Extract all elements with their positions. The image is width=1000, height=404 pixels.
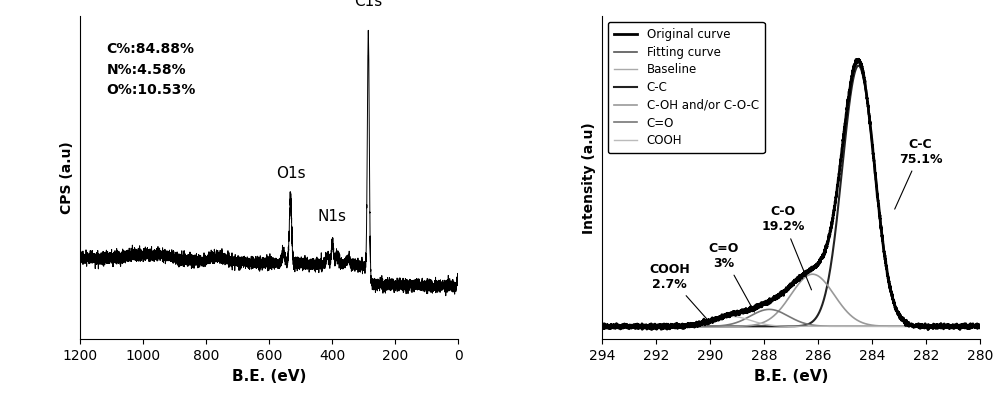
Fitting curve [974, 324, 986, 329]
C-O [908, 324, 920, 329]
Original curve [931, 324, 943, 329]
Baseline [931, 324, 943, 329]
COOH [974, 324, 986, 329]
C=O [931, 324, 943, 329]
C-C [852, 63, 864, 68]
COOH [725, 314, 737, 319]
COOH [908, 324, 920, 329]
Text: C%:84.88%
N%:4.58%
O%:10.53%: C%:84.88% N%:4.58% O%:10.53% [106, 42, 196, 97]
C=O [763, 307, 775, 312]
C-O [974, 324, 986, 329]
Y-axis label: CPS (a.u): CPS (a.u) [60, 141, 74, 214]
Fitting curve [829, 203, 841, 208]
COOH [644, 324, 656, 329]
C-C [812, 311, 824, 316]
Text: N1s: N1s [318, 209, 347, 225]
C-O [603, 324, 615, 329]
Fitting curve [812, 261, 824, 265]
X-axis label: B.E. (eV): B.E. (eV) [754, 368, 828, 384]
C-O [931, 324, 943, 329]
C-O [596, 324, 608, 329]
C=O [813, 323, 825, 328]
Original curve [644, 323, 656, 328]
C-C [829, 234, 841, 238]
C=O [908, 324, 920, 329]
Original curve [922, 327, 934, 332]
C-C [644, 324, 656, 329]
Baseline [813, 324, 825, 329]
Original curve [812, 260, 824, 265]
Line: Fitting curve: Fitting curve [602, 60, 980, 326]
C=O [603, 324, 615, 329]
C-O [829, 294, 841, 299]
C=O [644, 324, 656, 329]
Baseline [974, 324, 986, 329]
Text: COOH
2.7%: COOH 2.7% [649, 263, 708, 320]
COOH [931, 324, 943, 329]
C=O [974, 324, 986, 329]
COOH [829, 324, 841, 329]
Original curve [908, 323, 920, 328]
C-C [603, 324, 615, 329]
COOH [603, 324, 615, 329]
Baseline [644, 324, 656, 329]
Line: C-O: C-O [602, 274, 980, 326]
Text: C=O
3%: C=O 3% [708, 242, 754, 312]
Original curve [829, 204, 841, 209]
C-O [813, 274, 825, 279]
Line: Original curve: Original curve [602, 59, 980, 330]
Fitting curve [852, 58, 864, 63]
COOH [596, 324, 608, 329]
Line: C=O: C=O [602, 309, 980, 326]
Fitting curve [931, 324, 943, 329]
Fitting curve [603, 324, 615, 329]
Y-axis label: Intensity (a.u): Intensity (a.u) [582, 122, 596, 234]
Baseline [603, 324, 615, 329]
C-C [974, 324, 986, 329]
Fitting curve [908, 323, 920, 328]
Fitting curve [596, 324, 608, 329]
C-C [931, 324, 943, 329]
Fitting curve [644, 324, 656, 329]
Text: O1s: O1s [276, 166, 305, 181]
Line: COOH: COOH [602, 316, 980, 326]
C-O [613, 324, 625, 329]
C-C [705, 324, 717, 329]
Original curve [596, 322, 608, 327]
X-axis label: B.E. (eV): B.E. (eV) [232, 368, 306, 384]
C-O [644, 324, 656, 329]
Original curve [603, 324, 615, 329]
C=O [829, 324, 841, 329]
Original curve [974, 322, 986, 327]
C-O [807, 272, 819, 277]
Text: C1s: C1s [354, 0, 382, 9]
Baseline [596, 324, 608, 329]
Baseline [829, 324, 841, 329]
Baseline [908, 324, 920, 329]
C=O [596, 324, 608, 329]
C-C [908, 323, 920, 328]
Text: C-O
19.2%: C-O 19.2% [761, 206, 811, 290]
Text: C-C
75.1%: C-C 75.1% [895, 138, 942, 209]
COOH [813, 324, 825, 329]
Line: C-C: C-C [602, 66, 980, 326]
Legend: Original curve, Fitting curve, Baseline, C-C, C-OH and/or C-O-C, C=O, COOH: Original curve, Fitting curve, Baseline,… [608, 22, 765, 153]
Original curve [853, 57, 865, 62]
C-C [596, 324, 608, 329]
